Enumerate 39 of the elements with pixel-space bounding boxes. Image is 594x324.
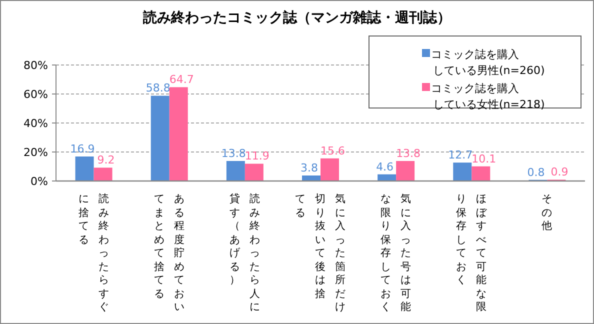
data-label: 13.8: [221, 146, 246, 160]
category-label: 読み終わったら人に貸す（あげる）: [229, 193, 260, 313]
category-label: 気に入った号は可能な限り保存しておく: [380, 193, 412, 313]
data-label: 4.6: [376, 160, 394, 174]
legend-label: コミック誌を購入している女性(n=218): [431, 82, 545, 111]
bar: [244, 164, 264, 181]
data-label: 11.9: [244, 150, 270, 163]
category-label: ある程度貯めておいてまとめて捨てる: [154, 193, 185, 313]
category-label: 気に入った箇所だけ切り抜いて後は捨てる: [295, 193, 346, 313]
data-label: 16.9: [70, 142, 95, 156]
data-label: 58.8: [146, 82, 170, 95]
x-tick-label: その他: [542, 193, 553, 232]
data-label: 64.7: [169, 73, 194, 86]
legend-label: コミック誌を購入している男性(n=260): [431, 48, 545, 77]
y-tick-label: 0%: [30, 175, 48, 188]
y-tick-label: 40%: [24, 117, 48, 130]
category-label: ほぼすべて可能な限り保存しておく: [456, 193, 488, 313]
bar: [302, 175, 320, 181]
y-tick-label: 80%: [24, 59, 48, 72]
bar: [378, 174, 396, 181]
category-label: 読み終わったらすぐに捨てる: [78, 193, 110, 313]
bar: [75, 156, 94, 181]
bar: [396, 160, 415, 181]
bar: [453, 162, 472, 181]
y-tick-label: 20%: [24, 146, 48, 159]
bar: [169, 87, 188, 181]
bar: [94, 168, 112, 181]
bar: [320, 158, 339, 181]
data-label: 3.8: [300, 161, 318, 174]
y-tick-label: 60%: [24, 88, 48, 101]
bar: [472, 166, 490, 181]
bar: [226, 160, 245, 181]
bar: [150, 96, 170, 181]
data-label: 0.8: [527, 166, 545, 179]
data-label: 12.7: [448, 148, 473, 162]
data-label: 10.1: [472, 152, 496, 166]
data-label: 9.2: [97, 154, 115, 167]
chart-title: 読み終わったコミック誌（マンガ雑誌・週刊誌）: [142, 9, 451, 26]
data-label: 0.9: [550, 166, 568, 179]
